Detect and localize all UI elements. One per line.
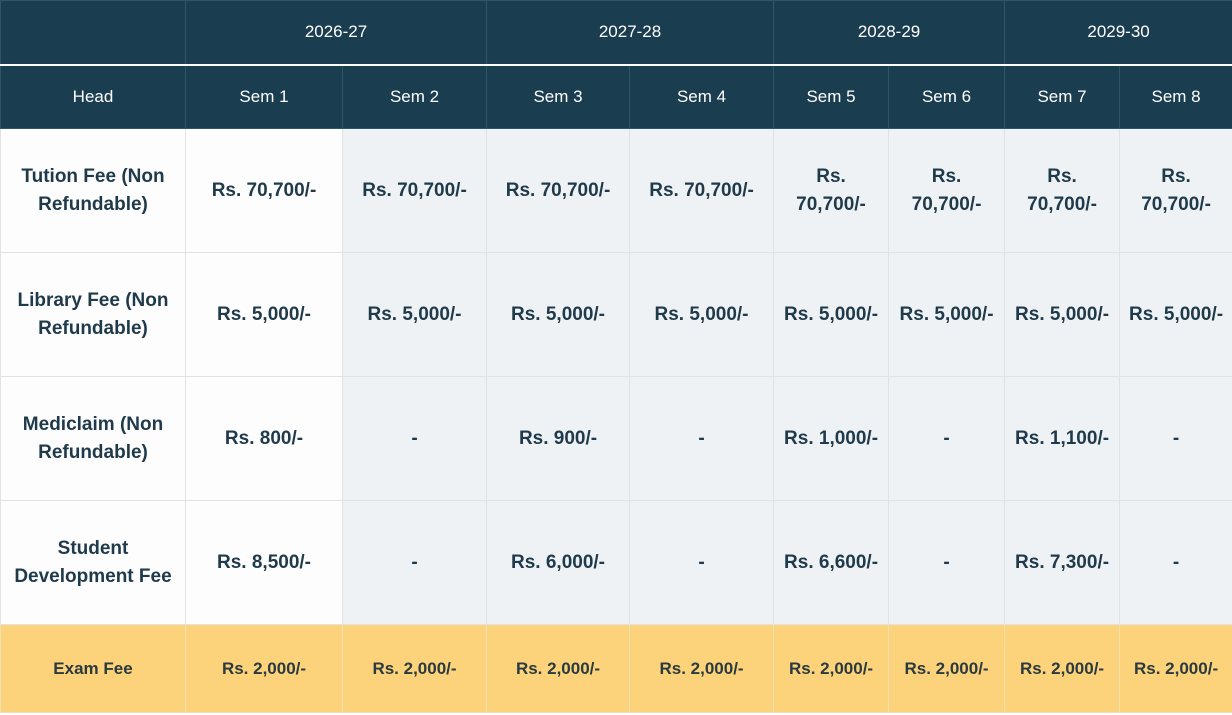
fee-value-cell: Rs. 70,700/-: [185, 128, 343, 253]
fee-value-cell: Rs. 2,000/-: [629, 624, 775, 713]
fee-value-cell: Rs. 70,700/-: [341, 128, 488, 253]
fee-head-cell: Library Fee (Non Refundable): [0, 252, 186, 377]
semester-header: Sem 5: [773, 63, 890, 129]
fee-value-cell: Rs. 2,000/-: [773, 624, 890, 713]
fee-value-cell: Rs. 2,000/-: [1119, 624, 1232, 713]
fee-value-cell: Rs. 2,000/-: [185, 624, 343, 713]
fee-value-cell: Rs. 5,000/-: [1004, 252, 1121, 377]
fee-value-cell: Rs. 8,500/-: [185, 500, 343, 625]
fee-value-cell: Rs. 6,000/-: [486, 500, 631, 625]
fee-row-library: Library Fee (Non Refundable) Rs. 5,000/-…: [0, 252, 1232, 377]
fee-value-cell: -: [888, 500, 1006, 625]
fee-value-cell: Rs. 5,000/-: [486, 252, 631, 377]
fee-value-cell: Rs. 70,700/-: [773, 128, 890, 253]
fee-value-cell: Rs. 5,000/-: [341, 252, 488, 377]
fee-row-tuition: Tution Fee (Non Refundable) Rs. 70,700/-…: [0, 128, 1232, 253]
fee-value-cell: Rs. 70,700/-: [486, 128, 631, 253]
fee-value-cell: Rs. 1,000/-: [773, 376, 890, 501]
fee-head-cell: Exam Fee: [0, 624, 186, 713]
fee-value-cell: -: [341, 376, 488, 501]
semester-header: Sem 2: [341, 63, 488, 129]
fee-value-cell: Rs. 70,700/-: [888, 128, 1006, 253]
fee-value-cell: Rs. 5,000/-: [629, 252, 775, 377]
fee-value-cell: Rs. 70,700/-: [1119, 128, 1232, 253]
fee-value-cell: -: [888, 376, 1006, 501]
fee-row-mediclaim: Mediclaim (Non Refundable) Rs. 800/- - R…: [0, 376, 1232, 501]
head-column-header: Head: [0, 63, 186, 129]
fee-value-cell: Rs. 900/-: [486, 376, 631, 501]
corner-cell: [0, 0, 186, 65]
fee-value-cell: Rs. 5,000/-: [185, 252, 343, 377]
semester-header: Sem 8: [1119, 63, 1232, 129]
fee-head-cell: Tution Fee (Non Refundable): [0, 128, 186, 253]
fee-value-cell: Rs. 7,300/-: [1004, 500, 1121, 625]
fee-row-student-development: Student Development Fee Rs. 8,500/- - Rs…: [0, 500, 1232, 625]
fee-value-cell: -: [341, 500, 488, 625]
fee-head-cell: Student Development Fee: [0, 500, 186, 625]
fee-value-cell: -: [1119, 500, 1232, 625]
fee-value-cell: Rs. 2,000/-: [1004, 624, 1121, 713]
fee-value-cell: Rs. 2,000/-: [486, 624, 631, 713]
semester-header: Sem 4: [629, 63, 775, 129]
year-header: 2028-29: [773, 0, 1006, 65]
fee-value-cell: -: [629, 376, 775, 501]
fee-value-cell: Rs. 1,100/-: [1004, 376, 1121, 501]
fee-value-cell: Rs. 6,600/-: [773, 500, 890, 625]
fee-value-cell: Rs. 5,000/-: [888, 252, 1006, 377]
fee-value-cell: Rs. 2,000/-: [888, 624, 1006, 713]
semester-header: Sem 6: [888, 63, 1006, 129]
fee-head-cell: Mediclaim (Non Refundable): [0, 376, 186, 501]
semester-header-row: Head Sem 1 Sem 2 Sem 3 Sem 4 Sem 5 Sem 6…: [0, 63, 1232, 129]
year-header: 2027-28: [486, 0, 775, 65]
fee-value-cell: -: [629, 500, 775, 625]
semester-header: Sem 1: [185, 63, 343, 129]
year-header: 2029-30: [1004, 0, 1232, 65]
fee-value-cell: Rs. 70,700/-: [629, 128, 775, 253]
fee-value-cell: Rs. 2,000/-: [341, 624, 488, 713]
year-header: 2026-27: [184, 0, 488, 65]
fee-value-cell: Rs. 5,000/-: [1119, 252, 1232, 377]
fee-value-cell: Rs. 5,000/-: [773, 252, 890, 377]
year-header-row: 2026-27 2027-28 2028-29 2029-30: [0, 0, 1232, 65]
fee-value-cell: Rs. 800/-: [185, 376, 343, 501]
fee-value-cell: Rs. 70,700/-: [1004, 128, 1121, 253]
fee-value-cell: -: [1119, 376, 1232, 501]
semester-header: Sem 7: [1004, 63, 1121, 129]
fee-row-exam: Exam Fee Rs. 2,000/- Rs. 2,000/- Rs. 2,0…: [0, 624, 1232, 713]
semester-header: Sem 3: [486, 63, 631, 129]
